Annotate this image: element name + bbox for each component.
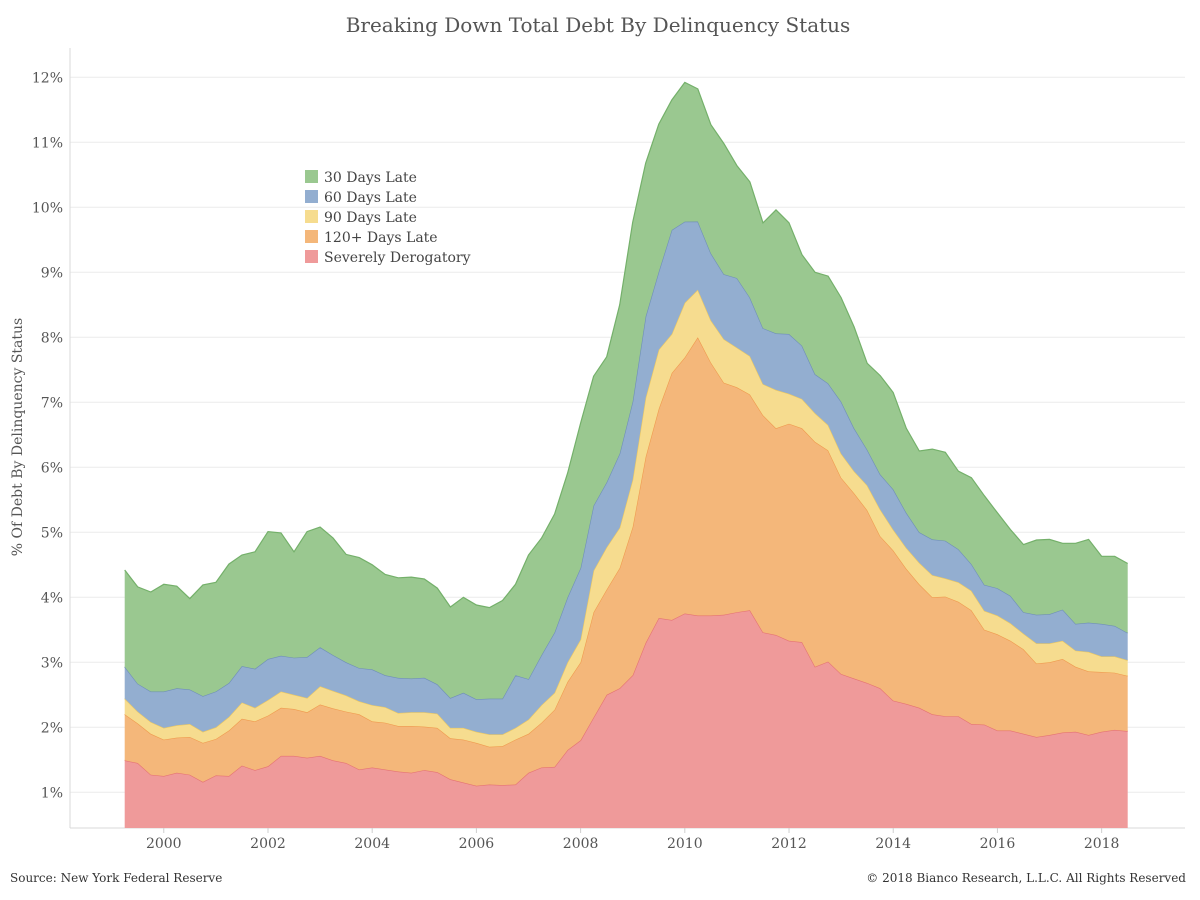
- area-severely-derogatory: [124, 610, 1128, 828]
- y-tick-label: 5%: [41, 525, 63, 541]
- x-tick-label: 2006: [459, 836, 495, 852]
- area-90-days-late: [124, 289, 1128, 747]
- y-tick-label: 1%: [41, 785, 63, 801]
- x-tick-label: 2004: [354, 836, 390, 852]
- chart-title: Breaking Down Total Debt By Delinquency …: [346, 13, 851, 37]
- x-tick-label: 2016: [980, 836, 1016, 852]
- y-axis: 1% 2% 3% 4% 5% 6% 7% 8% 9% 10% 11% 12%: [32, 70, 63, 801]
- area-30-days-late: [124, 82, 1128, 700]
- area-60-days-late: [124, 221, 1128, 735]
- x-tick-label: 2014: [875, 836, 911, 852]
- legend-swatch: [305, 230, 318, 243]
- legend-label: Severely Derogatory: [324, 250, 471, 266]
- legend-label: 60 Days Late: [324, 190, 417, 206]
- y-tick-label: 2%: [41, 720, 63, 736]
- legend-item: 120+ Days Late: [305, 230, 438, 246]
- x-tick-label: 2000: [146, 836, 182, 852]
- y-tick-label: 7%: [41, 395, 63, 411]
- legend-swatch: [305, 170, 318, 183]
- legend-label: 120+ Days Late: [324, 230, 438, 246]
- x-tick-label: 2012: [771, 836, 807, 852]
- legend-item: Severely Derogatory: [305, 250, 471, 266]
- legend-swatch: [305, 190, 318, 203]
- legend-swatch: [305, 250, 318, 263]
- y-axis-label: % Of Debt By Delinquency Status: [10, 318, 26, 556]
- y-tick-label: 11%: [32, 135, 63, 151]
- stacked-areas: [124, 81, 1128, 828]
- area-120-days-late: [124, 337, 1128, 786]
- y-tick-label: 4%: [41, 590, 63, 606]
- y-tick-label: 8%: [41, 330, 63, 346]
- y-tick-label: 9%: [41, 265, 63, 281]
- y-tick-label: 10%: [32, 200, 63, 216]
- x-axis: 2000 2002 2004 2006 2008 2010 2012 2014 2016 2018: [146, 828, 1119, 852]
- y-tick-label: 6%: [41, 460, 63, 476]
- y-tick-label: 3%: [41, 655, 63, 671]
- x-tick-label: 2002: [250, 836, 286, 852]
- legend-label: 30 Days Late: [324, 170, 417, 186]
- y-tick-label: 12%: [32, 70, 63, 86]
- area-edge-30-days-late: [124, 81, 1128, 609]
- legend-label: 90 Days Late: [324, 210, 417, 226]
- x-tick-label: 2018: [1084, 836, 1120, 852]
- source-note: Source: New York Federal Reserve: [10, 871, 222, 885]
- legend-item: 90 Days Late: [305, 210, 417, 226]
- copyright-note: © 2018 Bianco Research, L.L.C. All Right…: [866, 871, 1186, 885]
- legend-swatch: [305, 210, 318, 223]
- legend: 30 Days Late 60 Days Late 90 Days Late 120+…: [305, 170, 471, 266]
- legend-item: 60 Days Late: [305, 190, 417, 206]
- x-tick-label: 2008: [563, 836, 599, 852]
- legend-item: 30 Days Late: [305, 170, 417, 186]
- x-tick-label: 2010: [667, 836, 703, 852]
